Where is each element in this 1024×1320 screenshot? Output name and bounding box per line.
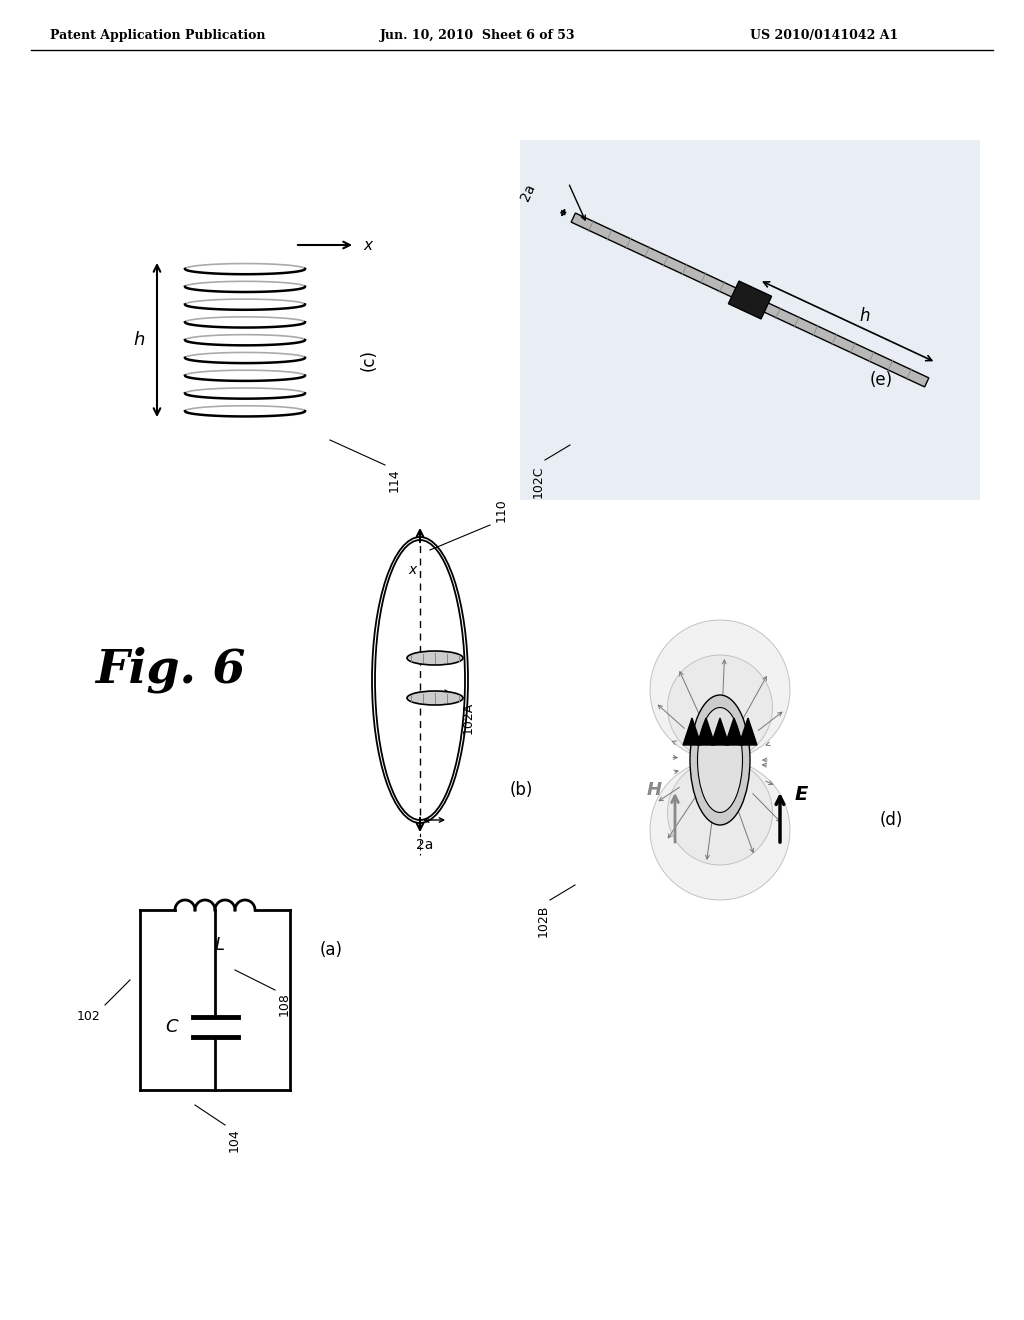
Text: x: x — [362, 238, 372, 252]
Polygon shape — [650, 620, 790, 900]
Text: x: x — [408, 564, 416, 577]
Text: H: H — [647, 781, 662, 799]
Polygon shape — [725, 718, 743, 744]
Text: 102C: 102C — [531, 465, 545, 498]
Polygon shape — [520, 140, 980, 500]
Polygon shape — [683, 718, 701, 744]
Text: 102: 102 — [76, 1010, 100, 1023]
Text: 102B: 102B — [537, 906, 550, 937]
Ellipse shape — [697, 708, 742, 813]
Text: 2a: 2a — [518, 182, 539, 203]
Polygon shape — [739, 718, 757, 744]
Text: (c): (c) — [360, 348, 378, 371]
Text: h: h — [860, 308, 870, 325]
Text: 110: 110 — [495, 498, 508, 521]
Polygon shape — [668, 655, 772, 865]
Text: 108: 108 — [278, 993, 291, 1016]
Text: 102A: 102A — [462, 702, 475, 734]
Text: L: L — [215, 936, 225, 954]
Text: h: h — [133, 331, 145, 348]
Text: (e): (e) — [870, 371, 893, 389]
Text: US 2010/0141042 A1: US 2010/0141042 A1 — [750, 29, 898, 41]
Text: 114: 114 — [388, 469, 401, 491]
Text: Jun. 10, 2010  Sheet 6 of 53: Jun. 10, 2010 Sheet 6 of 53 — [380, 29, 575, 41]
Text: Fig. 6: Fig. 6 — [95, 647, 246, 693]
Text: Patent Application Publication: Patent Application Publication — [50, 29, 265, 41]
Text: (b): (b) — [510, 781, 534, 799]
Ellipse shape — [690, 696, 750, 825]
Text: 104: 104 — [228, 1129, 241, 1152]
Text: 2a: 2a — [417, 838, 434, 851]
Polygon shape — [711, 718, 729, 744]
Polygon shape — [571, 213, 929, 387]
Text: E: E — [795, 785, 808, 804]
Ellipse shape — [407, 690, 463, 705]
Text: (a): (a) — [319, 941, 343, 960]
Text: C: C — [166, 1018, 178, 1036]
Polygon shape — [728, 281, 772, 319]
Polygon shape — [697, 718, 715, 744]
Text: (d): (d) — [880, 810, 903, 829]
Ellipse shape — [407, 651, 463, 665]
